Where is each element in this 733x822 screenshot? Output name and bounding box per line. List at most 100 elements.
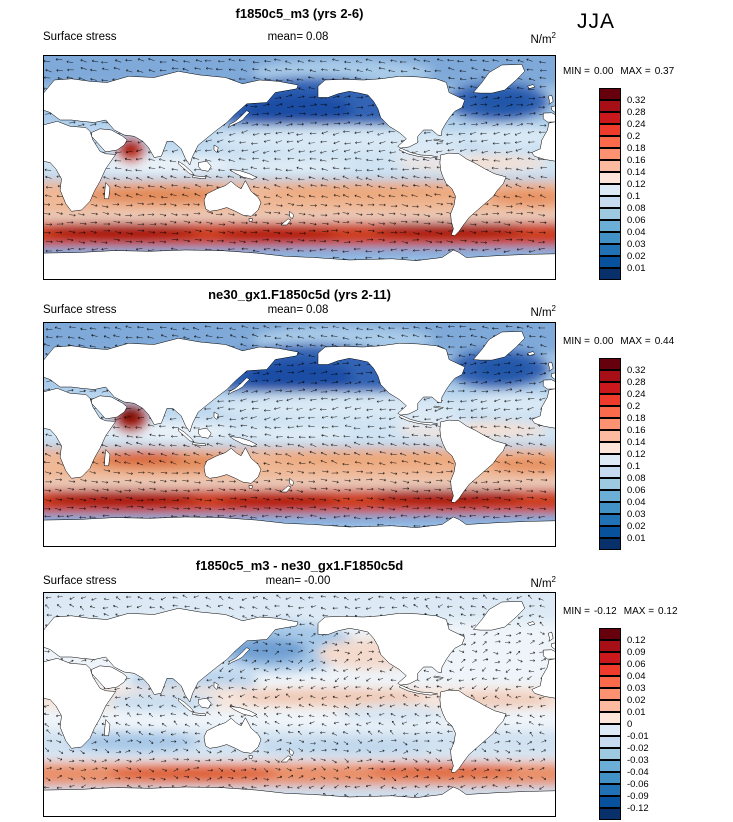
colorbar-cell	[599, 514, 621, 526]
panel-2-units-base: N/m	[530, 306, 552, 319]
colorbar-cell	[599, 256, 621, 268]
panel-3-units-exponent: 2	[551, 575, 556, 584]
map-border-2	[43, 322, 556, 547]
colorbar-cell	[599, 712, 621, 724]
colorbar-tick-label: 0.18	[627, 142, 646, 154]
colorbar-tick-label: 0.03	[627, 682, 646, 694]
colorbar-tick-label: -0.06	[627, 778, 649, 790]
map-panel-2	[43, 322, 556, 547]
colorbar-cell	[599, 124, 621, 136]
colorbar-cell	[599, 430, 621, 442]
colorbar-tick-label: 0.04	[627, 226, 646, 238]
panel-1-max-value: 0.37	[654, 66, 675, 77]
colorbar-cell	[599, 784, 621, 796]
colorbar-tick-label: 0.14	[627, 166, 646, 178]
colorbar-tick-label: -0.02	[627, 742, 649, 754]
colorbar-cell	[599, 100, 621, 112]
colorbar-1: 0.32 0.28 0.24 0.2 0.18 0.16 0.14 0.12 0.1 0.08 0.…	[599, 88, 729, 280]
colorbar-tick-label: 0.24	[627, 118, 646, 130]
panel-2-min-value: 0.00	[593, 336, 614, 347]
colorbar-tick-label: 0.1	[627, 190, 641, 202]
panel-1-title: f1850c5_m3 (yrs 2-6)	[235, 6, 364, 21]
colorbar-cell	[599, 148, 621, 160]
colorbar-cell	[599, 382, 621, 394]
colorbar-tick-label: 0.14	[627, 436, 646, 448]
panel-2-units-exponent: 2	[551, 304, 556, 313]
colorbar-tick-label: 0.06	[627, 484, 646, 496]
panel-1-units-exponent: 2	[551, 31, 556, 40]
panel-2-units-label: N/m2	[530, 304, 556, 319]
colorbar-cell	[599, 772, 621, 784]
colorbar-tick-label: 0.18	[627, 412, 646, 424]
panel-1-minmax: MIN = 0.00 MAX = 0.37	[563, 66, 733, 77]
colorbar-cell	[599, 760, 621, 772]
colorbar-cell	[599, 406, 621, 418]
colorbar-cell	[599, 370, 621, 382]
colorbar-tick-label: -0.01	[627, 730, 649, 742]
colorbar-cell	[599, 724, 621, 736]
colorbar-cell	[599, 466, 621, 478]
colorbar-tick-label: 0.2	[627, 400, 641, 412]
map-panel-3	[43, 592, 556, 817]
colorbar-tick-label: 0.01	[627, 262, 646, 274]
colorbar-cell	[599, 88, 621, 100]
panel-3-subheader: mean= -0.00 Surface stress N/m2	[43, 575, 556, 590]
panel-2-mean-label: mean=	[267, 304, 304, 316]
colorbar-cell	[599, 172, 621, 184]
colorbar-tick-label: 0.1	[627, 460, 641, 472]
panel-1-mean-value: 0.08	[306, 31, 329, 43]
colorbar-cell	[599, 736, 621, 748]
panel-2-title: ne30_gx1.F1850c5d (yrs 2-11)	[208, 287, 391, 302]
colorbar-cell	[599, 244, 621, 256]
map-panel-1	[43, 55, 556, 280]
colorbar-cell	[599, 418, 621, 430]
colorbar-cell	[599, 196, 621, 208]
panel-1-units-label: N/m2	[530, 31, 556, 46]
panel-2-variable-label: Surface stress	[43, 304, 117, 316]
colorbar-tick-label: 0.04	[627, 670, 646, 682]
panel-1-mean-label: mean=	[267, 31, 304, 43]
panel-1-min-label: MIN =	[563, 66, 590, 77]
colorbar-cell	[599, 664, 621, 676]
panel-3-min-value: -0.12	[593, 606, 617, 617]
colorbar-tick-label: 0.08	[627, 472, 646, 484]
colorbar-tick-label: 0.12	[627, 178, 646, 190]
colorbar-cell	[599, 640, 621, 652]
colorbar-2: 0.32 0.28 0.24 0.2 0.18 0.16 0.14 0.12 0.1 0.08 0.…	[599, 358, 729, 550]
colorbar-cell	[599, 538, 621, 550]
colorbar-cell	[599, 502, 621, 514]
colorbar-cell	[599, 454, 621, 466]
season-label: JJA	[577, 10, 616, 33]
panel-2-min-label: MIN =	[563, 336, 590, 347]
panel-3-units-base: N/m	[530, 577, 552, 590]
colorbar-tick-label: 0.16	[627, 424, 646, 436]
panel-3-title: f1850c5_m3 - ne30_gx1.F1850c5d	[195, 558, 404, 573]
panel-3-mean-label: mean=	[265, 575, 302, 587]
colorbar-cell	[599, 358, 621, 370]
colorbar-tick-label: -0.09	[627, 790, 649, 802]
colorbar-3: 0.12 0.09 0.06 0.04 0.03 0.02 0.01 0 -0.01 -0.02-…	[599, 628, 729, 820]
colorbar-cell	[599, 688, 621, 700]
colorbar-tick-label: 0.28	[627, 106, 646, 118]
colorbar-tick-label: 0.2	[627, 130, 641, 142]
colorbar-cell	[599, 160, 621, 172]
colorbar-tick-label: 0.06	[627, 658, 646, 670]
colorbar-tick-label: 0.12	[627, 634, 646, 646]
panel-3-minmax: MIN = -0.12 MAX = 0.12	[563, 606, 733, 617]
colorbar-cell	[599, 526, 621, 538]
panel-3-max-value: 0.12	[658, 606, 678, 617]
colorbar-tick-label: 0.01	[627, 706, 646, 718]
panel-1-variable-label: Surface stress	[43, 31, 117, 43]
panel-1-subheader: mean= 0.08 Surface stress N/m2	[43, 31, 556, 46]
colorbar-cell	[599, 208, 621, 220]
panel-1-units-base: N/m	[530, 33, 552, 46]
colorbar-tick-label: 0.32	[627, 364, 646, 376]
panel-3-mean-group: mean= -0.00	[43, 575, 556, 587]
colorbar-tick-label: 0.03	[627, 508, 646, 520]
colorbar-tick-label: 0.02	[627, 250, 646, 262]
panel-2-max-label: MAX =	[620, 336, 651, 347]
panel-2-subheader: mean= 0.08 Surface stress N/m2	[43, 304, 556, 319]
colorbar-cell	[599, 676, 621, 688]
panel-3-min-label: MIN =	[563, 606, 590, 617]
colorbar-cell	[599, 394, 621, 406]
